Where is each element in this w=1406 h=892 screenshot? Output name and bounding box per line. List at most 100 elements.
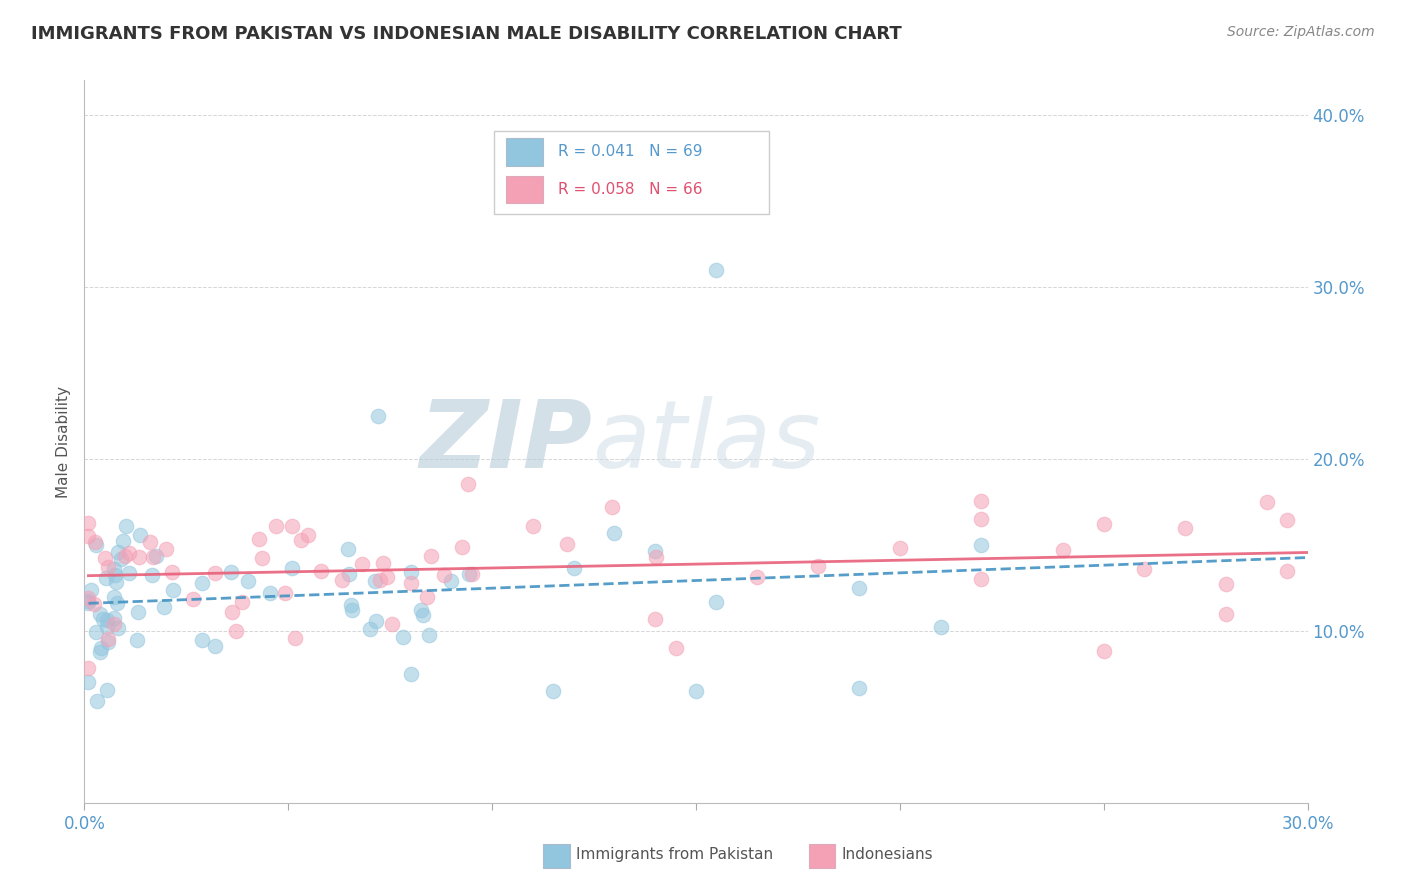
Indonesians	[557, 536, 579, 550]
Indonesians	[600, 500, 623, 515]
Indonesians	[665, 640, 688, 655]
Indonesians	[416, 590, 439, 604]
Indonesians	[1092, 517, 1115, 532]
Indonesians	[747, 570, 769, 584]
Indonesians	[128, 549, 150, 564]
Immigrants from Pakistan	[706, 595, 728, 609]
Immigrants from Pakistan	[848, 581, 870, 595]
Indonesians	[284, 631, 307, 645]
Immigrants from Pakistan	[337, 566, 360, 581]
Indonesians	[1277, 564, 1299, 578]
Immigrants from Pakistan	[644, 543, 666, 558]
Immigrants from Pakistan	[162, 582, 184, 597]
Immigrants from Pakistan	[145, 549, 167, 563]
Immigrants from Pakistan	[105, 574, 128, 589]
Text: R = 0.041   N = 69: R = 0.041 N = 69	[558, 145, 702, 160]
Immigrants from Pakistan	[107, 621, 129, 635]
Indonesians	[373, 556, 395, 570]
Immigrants from Pakistan	[418, 627, 440, 641]
Text: atlas: atlas	[592, 396, 820, 487]
Indonesians	[645, 549, 668, 564]
Indonesians	[93, 550, 115, 565]
Immigrants from Pakistan	[685, 684, 707, 698]
Indonesians	[83, 597, 105, 611]
Immigrants from Pakistan	[219, 565, 242, 579]
Immigrants from Pakistan	[236, 574, 259, 588]
Indonesians	[1215, 607, 1237, 621]
Indonesians	[139, 534, 162, 549]
Immigrants from Pakistan	[107, 545, 129, 559]
Immigrants from Pakistan	[359, 622, 381, 636]
FancyBboxPatch shape	[808, 844, 835, 868]
Indonesians	[970, 572, 993, 586]
Indonesians	[807, 559, 830, 574]
Indonesians	[221, 605, 243, 619]
FancyBboxPatch shape	[494, 131, 769, 214]
Indonesians	[350, 558, 373, 572]
Immigrants from Pakistan	[77, 597, 100, 611]
Immigrants from Pakistan	[929, 620, 952, 634]
Indonesians	[1277, 513, 1299, 527]
Immigrants from Pakistan	[280, 560, 302, 574]
Immigrants from Pakistan	[96, 620, 118, 634]
Indonesians	[204, 566, 226, 580]
Immigrants from Pakistan	[89, 607, 111, 622]
FancyBboxPatch shape	[543, 844, 569, 868]
Indonesians	[247, 533, 270, 547]
Indonesians	[970, 512, 993, 526]
Immigrants from Pakistan	[364, 574, 387, 588]
Indonesians	[274, 585, 297, 599]
Immigrants from Pakistan	[103, 562, 125, 576]
Indonesians	[1133, 562, 1156, 576]
Immigrants from Pakistan	[90, 641, 112, 656]
Indonesians	[280, 519, 302, 533]
Immigrants from Pakistan	[103, 590, 125, 604]
Indonesians	[297, 528, 319, 542]
Immigrants from Pakistan	[190, 576, 212, 591]
Indonesians	[420, 549, 443, 563]
Indonesians	[181, 592, 204, 607]
Y-axis label: Male Disability: Male Disability	[56, 385, 72, 498]
Immigrants from Pakistan	[204, 639, 226, 653]
Immigrants from Pakistan	[127, 606, 149, 620]
Immigrants from Pakistan	[84, 538, 107, 552]
Indonesians	[103, 617, 125, 632]
Immigrants from Pakistan	[543, 684, 565, 698]
Immigrants from Pakistan	[77, 594, 100, 608]
Indonesians	[970, 494, 993, 508]
Text: Indonesians: Indonesians	[842, 847, 934, 863]
Indonesians	[399, 575, 422, 590]
Immigrants from Pakistan	[391, 630, 413, 644]
Indonesians	[84, 535, 107, 549]
Immigrants from Pakistan	[105, 596, 128, 610]
Immigrants from Pakistan	[340, 603, 363, 617]
Text: R = 0.058   N = 66: R = 0.058 N = 66	[558, 182, 702, 197]
Indonesians	[264, 519, 287, 533]
Immigrants from Pakistan	[458, 567, 481, 582]
Indonesians	[330, 574, 353, 588]
Indonesians	[889, 541, 911, 555]
Immigrants from Pakistan	[364, 614, 387, 628]
Immigrants from Pakistan	[412, 608, 434, 623]
Immigrants from Pakistan	[191, 633, 214, 648]
Indonesians	[114, 549, 136, 564]
Immigrants from Pakistan	[103, 611, 125, 625]
Text: Immigrants from Pakistan: Immigrants from Pakistan	[576, 847, 773, 863]
Immigrants from Pakistan	[399, 666, 422, 681]
Indonesians	[225, 624, 247, 639]
Immigrants from Pakistan	[96, 682, 118, 697]
Immigrants from Pakistan	[970, 538, 993, 552]
Indonesians	[250, 550, 273, 565]
Text: ZIP: ZIP	[419, 395, 592, 488]
Indonesians	[77, 591, 100, 605]
Immigrants from Pakistan	[562, 560, 585, 574]
Immigrants from Pakistan	[409, 603, 432, 617]
Indonesians	[433, 568, 456, 582]
Indonesians	[160, 566, 183, 580]
Text: IMMIGRANTS FROM PAKISTAN VS INDONESIAN MALE DISABILITY CORRELATION CHART: IMMIGRANTS FROM PAKISTAN VS INDONESIAN M…	[31, 25, 901, 43]
FancyBboxPatch shape	[506, 138, 543, 166]
Indonesians	[1052, 543, 1074, 558]
Immigrants from Pakistan	[77, 674, 100, 689]
Indonesians	[77, 529, 100, 543]
Immigrants from Pakistan	[440, 574, 463, 588]
